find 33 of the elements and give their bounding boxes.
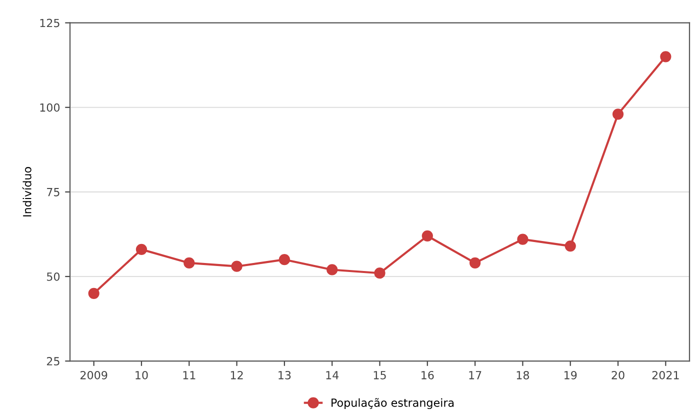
- x-tick-label: 13: [278, 370, 291, 380]
- x-tick-label: 17: [469, 371, 482, 380]
- point: [88, 288, 100, 299]
- point: [470, 257, 481, 269]
- point: [564, 240, 576, 252]
- point: [326, 264, 338, 276]
- point: [374, 268, 386, 279]
- point: [231, 260, 242, 272]
- x-tick-label: 15: [374, 371, 386, 380]
- x-tick-label: 11: [183, 371, 196, 380]
- x-tick-label: 12: [230, 370, 243, 380]
- y-tick-label: 100: [40, 103, 60, 112]
- point: [517, 234, 528, 245]
- point: [184, 257, 195, 269]
- point: [612, 108, 624, 120]
- x-tick-label: 16: [422, 370, 434, 380]
- x-tick-label: 18: [516, 370, 530, 380]
- x-tick-label: 14: [326, 371, 339, 380]
- x-tick-label: 19: [564, 370, 577, 380]
- y-tick-label: 75: [47, 188, 60, 196]
- point: [278, 254, 290, 266]
- x-tick-label: 10: [136, 370, 148, 380]
- y-axis-title: Indivíduo: [22, 167, 32, 216]
- y-tick-label: 125: [40, 18, 60, 28]
- point: [136, 244, 148, 255]
- point: [660, 51, 672, 62]
- x-tick-label: 20: [612, 370, 624, 380]
- y-tick-label: 25: [46, 357, 60, 366]
- legend-label: População estrangeira: [332, 398, 454, 410]
- point: [422, 230, 433, 242]
- y-tick-label: 50: [46, 272, 60, 281]
- x-tick-label: 2009: [80, 370, 108, 380]
- x-tick-label: 2021: [652, 370, 679, 380]
